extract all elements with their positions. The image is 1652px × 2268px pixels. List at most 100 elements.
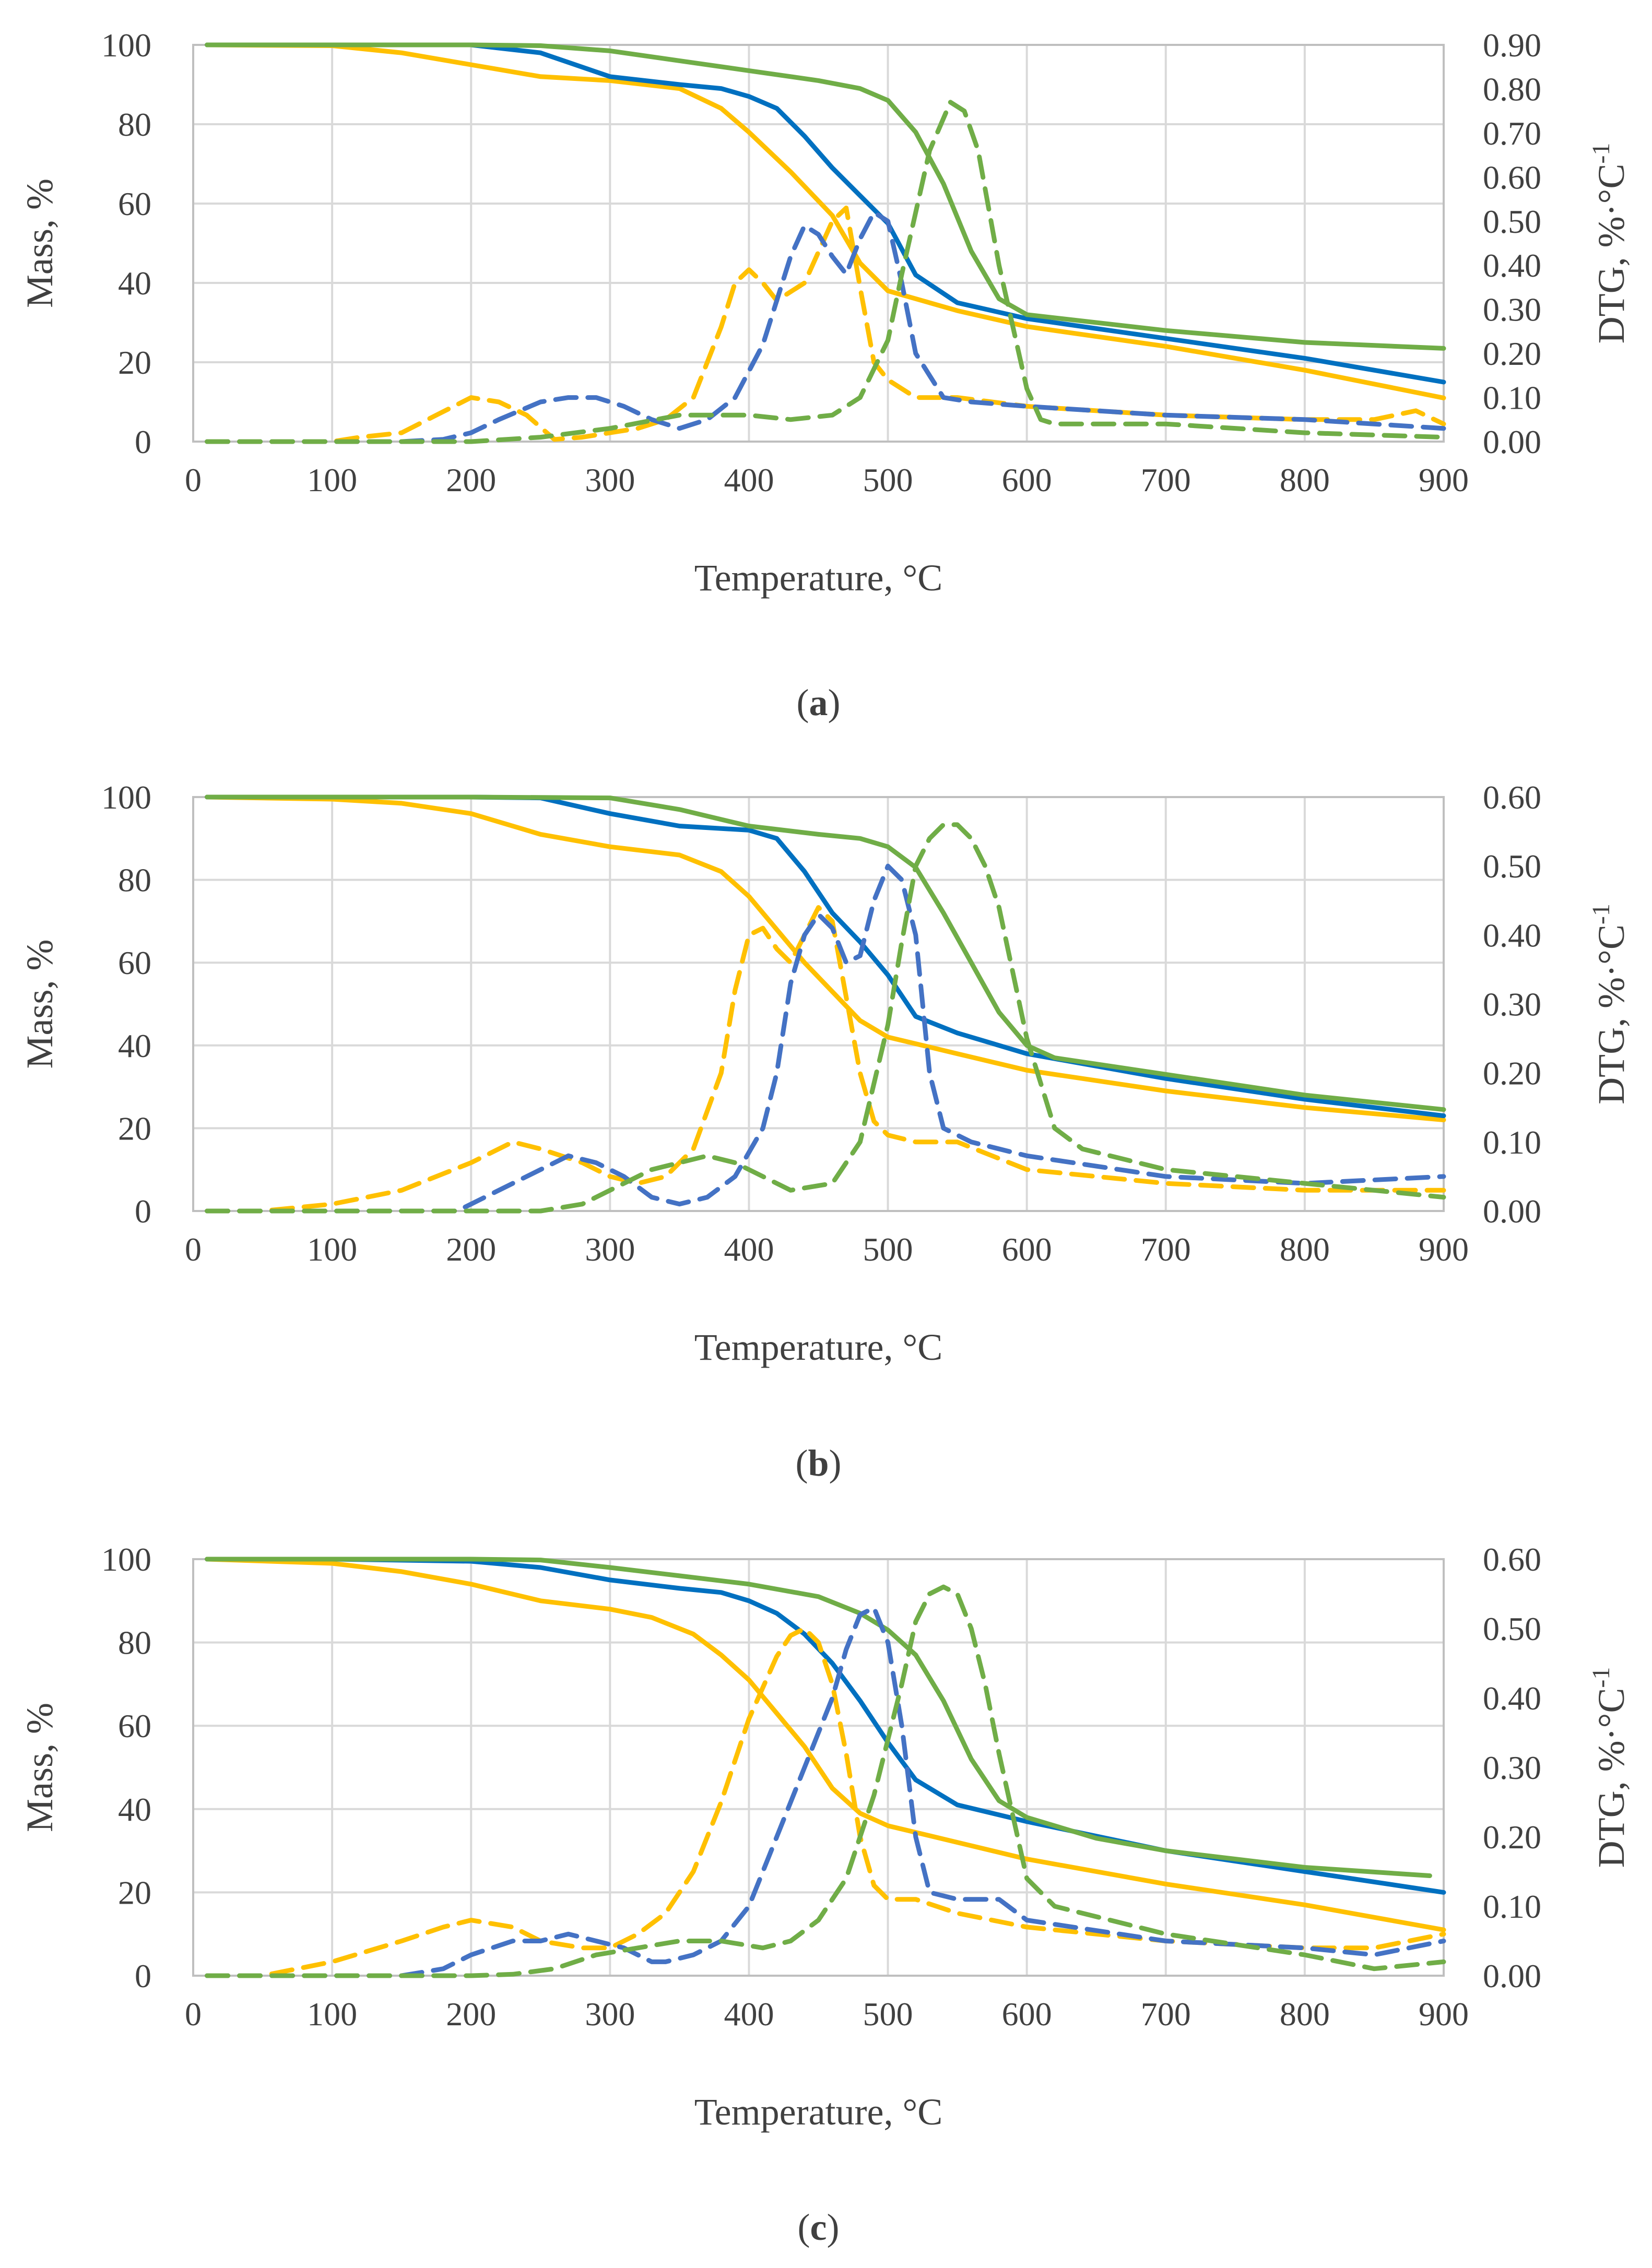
y-tick-label: 60 bbox=[118, 944, 151, 981]
caption-letter: a bbox=[809, 682, 828, 723]
y2-axis-title: DTG, %·°C-1 bbox=[1587, 143, 1632, 344]
x-tick-label: 100 bbox=[307, 461, 357, 498]
y2-tick-label: 0.40 bbox=[1483, 247, 1541, 284]
chart-panel-c: 0 100 200 300 400 500 600 700 800 900 0 20 40 60 80 100… bbox=[19, 1541, 1632, 2248]
series-line-dtg-orange bbox=[205, 905, 1446, 1214]
y-axis-title: Mass, % bbox=[19, 1703, 61, 1832]
plot-frame bbox=[192, 796, 1445, 1212]
y2-axis-title-superscript: -1 bbox=[1587, 1667, 1615, 1688]
x-tick-label: 700 bbox=[1141, 1231, 1191, 1268]
x-tick-label: 800 bbox=[1280, 1231, 1330, 1268]
y-tick-label: 80 bbox=[118, 1624, 151, 1661]
y2-tick-label: 0.10 bbox=[1483, 1888, 1541, 1925]
x-tick-label: 600 bbox=[1002, 1996, 1052, 2033]
y2-tick-label: 0.70 bbox=[1483, 115, 1541, 152]
y-tick-label: 40 bbox=[118, 1027, 151, 1064]
y-tick-label: 60 bbox=[118, 185, 151, 222]
x-tick-label: 0 bbox=[185, 461, 202, 498]
y-tick-label: 40 bbox=[118, 265, 151, 302]
x-tick-label: 0 bbox=[185, 1996, 202, 2033]
y2-tick-label: 0.20 bbox=[1483, 335, 1541, 372]
x-tick-label: 500 bbox=[863, 1231, 913, 1268]
x-tick-label: 300 bbox=[585, 1231, 635, 1268]
y2-tick-label: 0.10 bbox=[1483, 379, 1541, 417]
caption-close-paren: ) bbox=[829, 1442, 842, 1484]
series-line-mass-orange bbox=[205, 794, 1446, 1122]
series-line-mass-green bbox=[205, 794, 1446, 1112]
x-tick-label: 900 bbox=[1419, 1231, 1469, 1268]
y2-axis-title: DTG, %·°C-1 bbox=[1587, 1667, 1632, 1868]
series-line-dtg-orange bbox=[205, 1626, 1446, 1978]
caption-close-paren: ) bbox=[827, 2206, 839, 2248]
y-tick-label: 40 bbox=[118, 1791, 151, 1828]
y2-tick-label: 0.60 bbox=[1483, 1541, 1541, 1578]
y2-tick-label: 0.50 bbox=[1483, 1610, 1541, 1647]
y2-tick-label: 0.90 bbox=[1483, 27, 1541, 64]
y2-axis-title-main: DTG, %·°C bbox=[1590, 1688, 1632, 1868]
x-tick-label: 300 bbox=[585, 461, 635, 498]
x-tick-label: 500 bbox=[863, 1996, 913, 2033]
x-tick-label: 600 bbox=[1002, 461, 1052, 498]
x-tick-label: 900 bbox=[1419, 461, 1469, 498]
y-tick-label: 100 bbox=[101, 1541, 151, 1578]
y2-tick-label: 0.30 bbox=[1483, 1749, 1541, 1786]
series-line-dtg-green bbox=[205, 1584, 1446, 1978]
y-tick-label: 100 bbox=[101, 779, 151, 816]
x-tick-label: 900 bbox=[1419, 1996, 1469, 2033]
panel-caption: (b) bbox=[795, 1442, 841, 1484]
panel-caption: (a) bbox=[797, 682, 841, 723]
y2-axis-title-main: DTG, %·°C bbox=[1590, 924, 1632, 1105]
x-tick-label: 300 bbox=[585, 1996, 635, 2033]
chart-panel-b: 0 100 200 300 400 500 600 700 800 900 0 20 40 60 80 100… bbox=[19, 779, 1632, 1484]
series-line-mass-blue bbox=[205, 794, 1446, 1119]
y-tick-label: 80 bbox=[118, 862, 151, 899]
x-tick-label: 600 bbox=[1002, 1231, 1052, 1268]
x-tick-label: 700 bbox=[1141, 461, 1191, 498]
y2-axis-title-main: DTG, %·°C bbox=[1590, 164, 1632, 344]
caption-open-paren: ( bbox=[798, 2206, 810, 2248]
y-tick-label: 0 bbox=[135, 423, 151, 460]
y2-tick-label: 0.20 bbox=[1483, 1055, 1541, 1092]
y2-tick-label: 0.30 bbox=[1483, 986, 1541, 1023]
series-line-dtg-green bbox=[205, 100, 1446, 444]
y-axis-title: Mass, % bbox=[19, 179, 61, 308]
caption-letter: c bbox=[810, 2206, 827, 2248]
x-tick-label: 200 bbox=[446, 461, 496, 498]
series-line-dtg-blue bbox=[205, 210, 1446, 444]
x-tick-label: 800 bbox=[1280, 461, 1330, 498]
caption-close-paren: ) bbox=[828, 682, 841, 723]
series-line-mass-blue bbox=[205, 1557, 1446, 1895]
y2-tick-label: 0.30 bbox=[1483, 291, 1541, 328]
y-tick-label: 80 bbox=[118, 106, 151, 143]
x-tick-label: 400 bbox=[724, 1231, 774, 1268]
y-tick-label: 20 bbox=[118, 1874, 151, 1911]
y2-tick-label: 0.60 bbox=[1483, 159, 1541, 196]
y2-tick-label: 0.10 bbox=[1483, 1124, 1541, 1161]
y-tick-label: 20 bbox=[118, 1110, 151, 1147]
caption-open-paren: ( bbox=[795, 1442, 808, 1484]
x-tick-label: 800 bbox=[1280, 1996, 1330, 2033]
y2-tick-label: 0.40 bbox=[1483, 917, 1541, 954]
x-tick-label: 200 bbox=[446, 1231, 496, 1268]
x-tick-label: 200 bbox=[446, 1996, 496, 2033]
y2-tick-label: 0.00 bbox=[1483, 423, 1541, 460]
y-tick-label: 60 bbox=[118, 1707, 151, 1744]
y2-tick-label: 0.40 bbox=[1483, 1680, 1541, 1717]
plot-frame bbox=[192, 44, 1445, 443]
x-axis-title: Temperature, °C bbox=[694, 2091, 943, 2133]
x-tick-label: 100 bbox=[307, 1231, 357, 1268]
x-axis-title: Temperature, °C bbox=[694, 1326, 943, 1368]
caption-open-paren: ( bbox=[797, 682, 809, 723]
panel-caption: (c) bbox=[798, 2206, 840, 2248]
x-tick-label: 0 bbox=[185, 1231, 202, 1268]
y2-axis-title-superscript: -1 bbox=[1587, 143, 1615, 164]
x-tick-label: 400 bbox=[724, 461, 774, 498]
y2-tick-label: 0.00 bbox=[1483, 1193, 1541, 1230]
y2-tick-label: 0.60 bbox=[1483, 779, 1541, 816]
x-tick-label: 500 bbox=[863, 461, 913, 498]
y2-tick-label: 0.50 bbox=[1483, 848, 1541, 885]
series-line-dtg-green bbox=[205, 822, 1446, 1214]
y-tick-label: 0 bbox=[135, 1193, 151, 1230]
y2-axis-title: DTG, %·°C-1 bbox=[1587, 904, 1632, 1105]
